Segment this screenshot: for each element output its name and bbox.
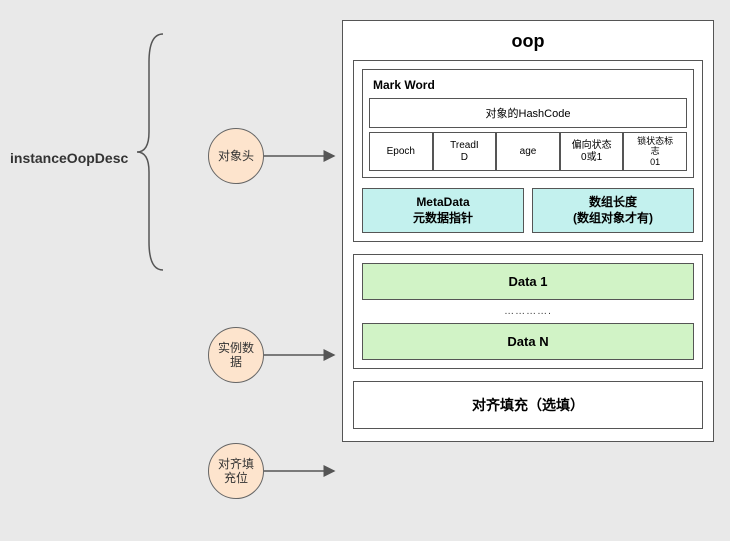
arrow-align-icon bbox=[264, 463, 342, 479]
instance-oop-desc-label: instanceOopDesc bbox=[10, 150, 128, 166]
data-node-label: 实例数 据 bbox=[218, 341, 254, 370]
field-lockflag: 锁状态标 志 01 bbox=[623, 132, 687, 171]
markword-box: Mark Word 对象的HashCode Epoch TreadI D age… bbox=[362, 69, 694, 178]
header-node-label: 对象头 bbox=[218, 149, 254, 163]
oop-title: oop bbox=[353, 27, 703, 60]
markword-fields-row: Epoch TreadI D age 偏向状态 0或1 锁状态标 志 01 bbox=[369, 132, 687, 171]
alignment-section: 对齐填充（选填） bbox=[353, 381, 703, 429]
curly-brace-icon bbox=[135, 32, 165, 272]
metadata-pointer: MetaData 元数据指针 bbox=[362, 188, 524, 233]
align-node: 对齐填 充位 bbox=[208, 443, 264, 499]
field-epoch: Epoch bbox=[369, 132, 433, 171]
hashcode-row: 对象的HashCode bbox=[369, 98, 687, 128]
data-node: 实例数 据 bbox=[208, 327, 264, 383]
instance-data-section: Data 1 …………. Data N bbox=[353, 254, 703, 369]
arrow-data-icon bbox=[264, 347, 342, 363]
markword-title: Mark Word bbox=[369, 76, 687, 98]
data-1: Data 1 bbox=[362, 263, 694, 300]
arrow-header-icon bbox=[264, 148, 342, 164]
object-header-section: Mark Word 对象的HashCode Epoch TreadI D age… bbox=[353, 60, 703, 242]
array-length: 数组长度 (数组对象才有) bbox=[532, 188, 694, 233]
data-dots: …………. bbox=[362, 306, 694, 317]
header-node: 对象头 bbox=[208, 128, 264, 184]
data-n: Data N bbox=[362, 323, 694, 360]
oop-container: oop Mark Word 对象的HashCode Epoch TreadI D… bbox=[342, 20, 714, 442]
field-age: age bbox=[496, 132, 560, 171]
field-bias: 偏向状态 0或1 bbox=[560, 132, 624, 171]
metadata-row: MetaData 元数据指针 数组长度 (数组对象才有) bbox=[362, 188, 694, 233]
align-node-label: 对齐填 充位 bbox=[218, 457, 254, 486]
field-threadid: TreadI D bbox=[433, 132, 497, 171]
